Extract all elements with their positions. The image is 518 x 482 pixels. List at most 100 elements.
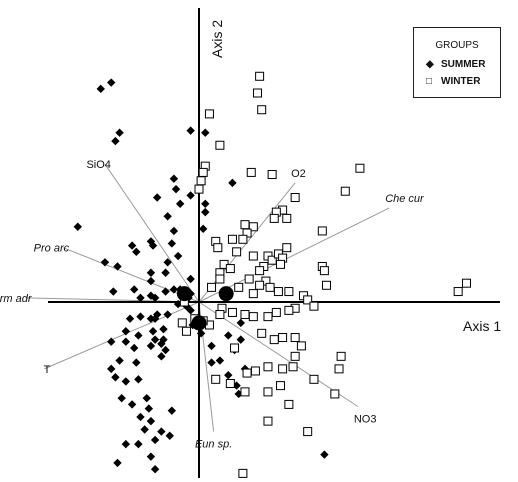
winter-point — [453, 287, 463, 297]
vector-label: Che cur — [385, 193, 425, 205]
summer-point — [146, 452, 156, 461]
summer-point — [161, 345, 170, 355]
summer-point — [136, 293, 145, 303]
summer-point — [146, 341, 156, 351]
summer-point — [161, 268, 170, 277]
winter-point — [330, 389, 340, 399]
summer-point — [125, 314, 135, 323]
summer-point — [115, 128, 124, 137]
summer-point — [175, 199, 185, 208]
summer-point — [121, 327, 131, 336]
winter-point — [257, 328, 267, 338]
summer-point — [146, 314, 156, 323]
summer-point — [186, 306, 195, 315]
summer-point — [150, 465, 160, 474]
winter-point — [240, 310, 250, 320]
winter-point — [265, 282, 275, 292]
winter-point — [284, 305, 294, 315]
vector-line — [104, 163, 200, 303]
points-layer — [73, 71, 472, 478]
summer-point — [173, 251, 183, 261]
summer-point — [148, 241, 158, 250]
summer-point — [224, 370, 233, 380]
winter-point — [225, 264, 235, 274]
summer-point — [130, 285, 139, 294]
group-centroid — [191, 315, 207, 331]
winter-point — [177, 318, 187, 328]
summer-point — [146, 276, 156, 286]
winter-point — [225, 379, 235, 389]
summer-point — [186, 126, 195, 135]
winter-point — [271, 307, 281, 317]
winter-point — [181, 326, 191, 336]
vector-label: T — [44, 364, 51, 376]
summer-point — [186, 274, 195, 284]
winter-point — [263, 362, 273, 372]
summer-point — [163, 212, 172, 221]
winter-point — [255, 280, 265, 290]
summer-point — [109, 287, 118, 296]
group-centroid — [218, 286, 234, 302]
winter-point — [284, 287, 294, 297]
winter-point — [319, 266, 329, 276]
centroid-layer — [176, 286, 234, 331]
vector-label: NO3 — [354, 414, 377, 426]
winter-point — [263, 416, 273, 426]
summer-point — [107, 364, 116, 374]
winter-point — [462, 278, 472, 288]
winter-point — [276, 259, 286, 269]
winter-point — [248, 289, 258, 299]
legend: GROUPS ◆ SUMMER □ WINTER — [413, 27, 501, 98]
summer-point — [159, 335, 168, 344]
summer-point — [161, 287, 170, 296]
winter-point — [198, 167, 208, 177]
winter-point — [242, 368, 252, 378]
summer-point — [201, 199, 210, 208]
vector-label: Pro arc — [34, 243, 70, 255]
winter-point — [309, 374, 319, 384]
summer-point — [132, 247, 141, 257]
winter-point — [248, 222, 258, 232]
summer-point — [146, 268, 156, 277]
winter-point — [204, 109, 214, 119]
summer-point — [121, 439, 131, 449]
summer-point — [115, 356, 124, 365]
group-centroid — [176, 286, 192, 302]
summer-point — [113, 262, 122, 271]
summer-point — [169, 285, 179, 294]
winter-point — [230, 343, 240, 353]
summer-point — [165, 431, 174, 440]
summer-point — [134, 375, 143, 384]
winter-point — [288, 362, 298, 372]
winter-point — [232, 247, 242, 257]
winter-point — [263, 387, 273, 397]
summer-point — [130, 343, 139, 353]
vector-layer: SiO4 O2 Che cur Pro arc Herm adr T NO3 Eun sp. — [0, 159, 425, 451]
summer-point — [144, 404, 154, 413]
summer-point — [146, 416, 156, 426]
summer-point — [215, 356, 225, 365]
winter-point — [269, 213, 279, 223]
summer-point — [163, 310, 172, 319]
winter-point — [267, 170, 277, 180]
summer-point — [169, 174, 179, 183]
winter-point — [340, 186, 350, 196]
winter-point — [290, 351, 300, 361]
summer-point — [134, 439, 143, 449]
summer-point — [228, 178, 237, 188]
legend-entry-winter: □ WINTER — [426, 76, 480, 87]
winter-point — [303, 295, 313, 305]
winter-point — [303, 427, 313, 437]
winter-point — [257, 105, 267, 115]
winter-point — [334, 364, 344, 374]
winter-point — [255, 71, 265, 81]
vector-label: Eun sp. — [195, 439, 232, 451]
summer-point — [117, 393, 126, 403]
summer-point — [236, 335, 245, 344]
summer-point — [163, 258, 172, 267]
summer-point — [127, 241, 137, 250]
summer-point — [169, 226, 179, 236]
summer-point — [196, 329, 206, 338]
winter-point — [248, 251, 258, 261]
summer-point — [111, 136, 120, 146]
